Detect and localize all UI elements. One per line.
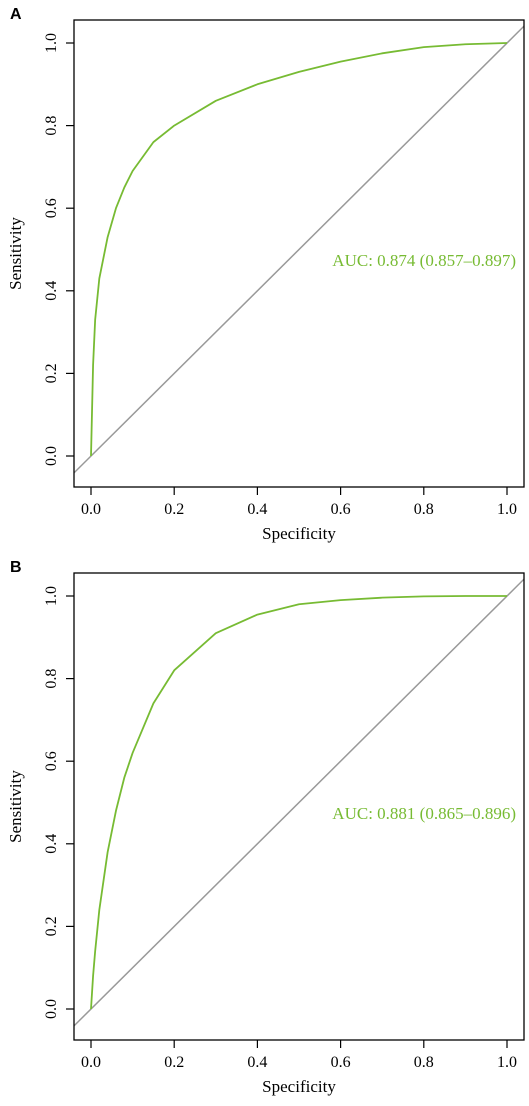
y-tick-label-a: 0.8 [43,116,60,136]
x-tick-label-b: 0.8 [414,1054,434,1071]
x-tick-label-b: 0.4 [247,1054,267,1071]
y-axis-title-a: Sensitivity [6,217,25,290]
y-tick-label-b: 0.8 [43,669,60,689]
y-tick-label-b: 0.4 [43,834,60,854]
x-tick-label-a: 0.6 [331,501,351,518]
panel-label-b: B [10,559,22,576]
roc-curve-b [90,595,507,1010]
panel-b: B 0.0 0.2 0.4 0.6 0.8 1.0 0.0 0.2 0.4 0.6 0.8 1.0 Sp… [0,553,529,1106]
y-tick-label-b: 0.6 [43,751,60,771]
panel-label-a: A [10,6,22,23]
y-tick-label-a: 1.0 [43,33,60,53]
y-tick-label-a: 0.6 [43,198,60,218]
auc-annotation-a: AUC: 0.874 (0.857–0.897) [332,251,516,270]
x-tick-label-b: 1.0 [497,1054,517,1071]
x-tick-label-a: 0.2 [164,501,184,518]
y-tick-label-b: 0.2 [43,916,60,936]
x-tick-label-a: 0.8 [414,501,434,518]
roc-chart-b: B 0.0 0.2 0.4 0.6 0.8 1.0 0.0 0.2 0.4 0.6 0.8 1.0 Sp… [6,559,525,1096]
y-tick-label-b: 0.0 [43,999,60,1019]
roc-curve-a [90,42,508,457]
auc-annotation-b: AUC: 0.881 (0.865–0.896) [332,804,516,823]
y-tick-label-a: 0.0 [43,446,60,466]
x-axis-title-b: Specificity [262,1077,336,1096]
plot-frame-a [73,19,525,488]
y-tick-label-a: 0.2 [43,363,60,383]
x-tick-label-b: 0.0 [81,1054,101,1071]
y-axis-title-b: Sensitivity [6,770,25,843]
diagonal-reference-line-b [74,578,524,1027]
x-tick-label-b: 0.2 [164,1054,184,1071]
y-tick-label-a: 0.4 [43,281,60,301]
x-axis-title-a: Specificity [262,524,336,543]
x-tick-label-a: 1.0 [497,501,517,518]
roc-chart-a: A 0.0 0.2 0.4 0.6 0.8 1.0 0.0 0.2 0.4 0.6 0.8 1.0 Sp… [6,6,525,543]
x-tick-label-a: 0.4 [247,501,267,518]
y-tick-label-b: 1.0 [43,586,60,606]
x-tick-label-b: 0.6 [331,1054,351,1071]
x-tick-label-a: 0.0 [81,501,101,518]
panel-a: A 0.0 0.2 0.4 0.6 0.8 1.0 0.0 0.2 0.4 0.6 0.8 1.0 Sp… [6,6,525,543]
plot-frame-b [73,572,525,1041]
diagonal-reference-line-a [74,25,524,474]
